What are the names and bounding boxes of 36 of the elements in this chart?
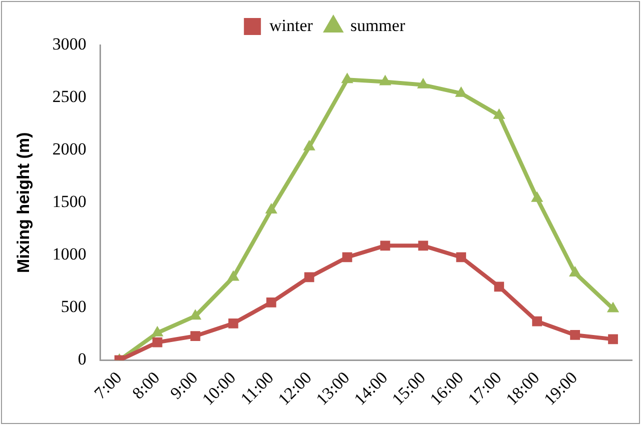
y-tick-label: 2500 bbox=[52, 87, 86, 106]
y-tick-label: 0 bbox=[78, 350, 86, 369]
point bbox=[227, 270, 240, 281]
point bbox=[380, 240, 390, 251]
point bbox=[493, 108, 506, 119]
legend-label: winter bbox=[269, 16, 314, 35]
point bbox=[418, 240, 428, 251]
point bbox=[379, 74, 392, 86]
y-axis-title: Mixing height (m) bbox=[14, 132, 33, 273]
x-tick-label: 9:00 bbox=[166, 368, 202, 403]
point bbox=[190, 331, 200, 341]
y-tick-label: 1500 bbox=[52, 192, 86, 212]
point bbox=[303, 140, 316, 150]
y-tick-label: 1000 bbox=[52, 244, 86, 264]
y-tick-label: 500 bbox=[60, 297, 86, 316]
point bbox=[266, 297, 276, 308]
point bbox=[265, 202, 278, 214]
point bbox=[568, 266, 582, 276]
point bbox=[342, 252, 352, 262]
point bbox=[531, 191, 544, 202]
point bbox=[494, 282, 504, 292]
y-tick-label: 3000 bbox=[52, 34, 86, 54]
point bbox=[152, 337, 162, 348]
point bbox=[417, 78, 430, 88]
point bbox=[570, 330, 580, 340]
y-tick-label: 2000 bbox=[52, 140, 86, 159]
x-tick-label: 7:00 bbox=[90, 368, 126, 403]
point bbox=[608, 334, 618, 344]
x-tick-label: 8:00 bbox=[128, 368, 164, 403]
point bbox=[606, 302, 620, 312]
point bbox=[228, 318, 238, 328]
legend-label: summer bbox=[350, 16, 406, 35]
point bbox=[304, 272, 314, 282]
point bbox=[341, 72, 354, 84]
point bbox=[456, 252, 466, 262]
point bbox=[532, 316, 542, 326]
